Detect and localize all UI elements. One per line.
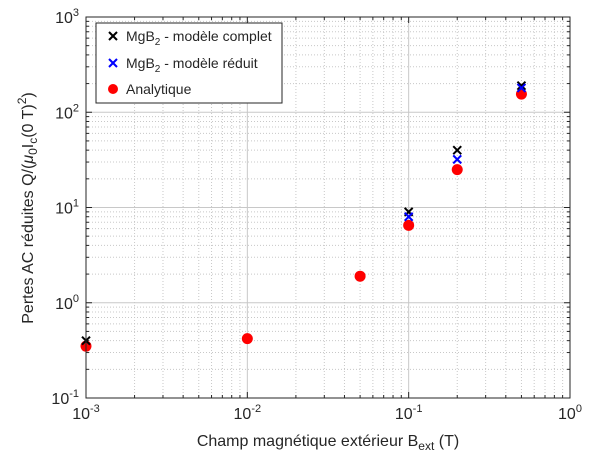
legend-entry-complet: MgB2 - modèle complet (108, 28, 272, 48)
analytique-point (403, 219, 415, 231)
analytique-point (515, 88, 527, 100)
legend-entry-analytique: Analytique (108, 81, 192, 97)
reduit-point (403, 212, 414, 222)
y-tick-label: 103 (55, 7, 79, 27)
legend-label-complet: MgB2 - modèle complet (126, 28, 272, 48)
plot-frame (85, 16, 571, 399)
y-tick-label: 10-1 (51, 388, 79, 408)
x-tick-label: 10-3 (72, 403, 100, 423)
y-axis-label: Pertes AC réduites Q/(μ0Ic(0 T)2) (15, 92, 40, 323)
reduit-point (516, 83, 527, 93)
x-tick-label: 10-1 (395, 403, 423, 423)
analytique-point (241, 333, 253, 345)
complet-point (516, 80, 527, 91)
x-tick-label: 100 (558, 403, 582, 423)
y-tick-label: 102 (55, 102, 79, 122)
data-marks (80, 80, 527, 352)
y-tick-label: 101 (55, 198, 79, 218)
legend-label-analytique: Analytique (126, 81, 192, 97)
x-tick-label: 10-2 (234, 403, 262, 423)
legend-x-marker-icon (108, 31, 118, 41)
legend-label-reduit: MgB2 - modèle réduit (126, 55, 258, 75)
legend-box (95, 22, 283, 104)
reduit-point (452, 154, 462, 165)
legend-entry-reduit: MgB2 - modèle réduit (108, 55, 258, 75)
analytique-point (451, 164, 463, 176)
complet-point (452, 145, 462, 155)
legend-x-marker-icon (108, 58, 118, 68)
y-tick-label: 100 (55, 293, 79, 313)
legend: MgB2 - modèle complet MgB2 - modèle rédu… (95, 22, 283, 104)
x-axis-label: Champ magnétique extérieur Bext (T) (197, 433, 459, 453)
analytique-point (354, 270, 366, 282)
legend-dot-marker-icon (108, 84, 118, 94)
tick-labels: 10-3 10-2 10-1 100 10-1 100 101 102 103 (51, 7, 582, 423)
